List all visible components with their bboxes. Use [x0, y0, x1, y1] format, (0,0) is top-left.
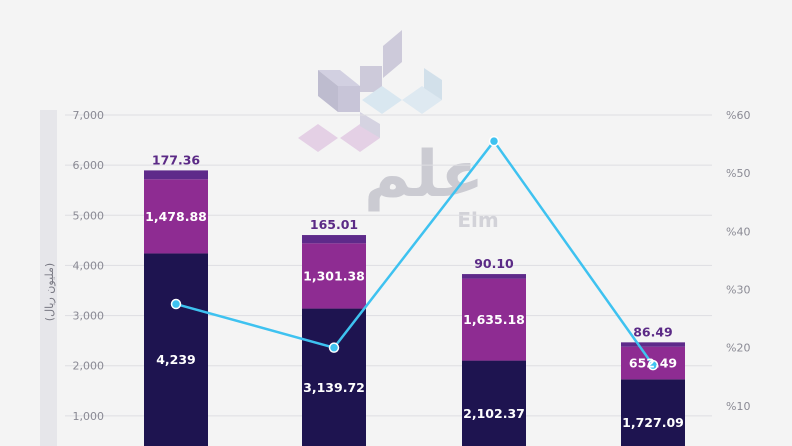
y-tick-label: 5,000 [73, 209, 105, 222]
y2-tick-label: %40 [726, 225, 750, 238]
line-point [647, 359, 659, 371]
bar-segment-label: 4,239 [156, 352, 196, 367]
bar-total-label: 165.01 [310, 217, 358, 232]
bar-segment [302, 308, 366, 446]
logo-latin-text: Elm [457, 208, 498, 232]
data-labels: 4,239 1,478.88 177.36 3,139.72 1,301.38 165.0… [145, 152, 684, 430]
y-axis-band [40, 110, 57, 446]
bar-total-label: 90.10 [474, 256, 514, 271]
bar-segment-label: 652.49 [629, 356, 677, 371]
line-point [328, 342, 340, 353]
bar-segment-label: 1,478.88 [145, 209, 207, 224]
bar-segment [462, 278, 526, 361]
bar-total-label: 177.36 [152, 152, 201, 167]
y2-axis-ticks: %10 %20 %30 %40 %50 %60 [726, 109, 750, 413]
y-tick-label: 6,000 [73, 159, 105, 172]
y-axis-label: (مليون ريال) [43, 263, 56, 321]
bar-segment-label: 2,102.37 [463, 406, 525, 421]
elm-logo: علم Elm [298, 30, 499, 232]
y-axis-ticks: 1,000 2,000 3,000 4,000 5,000 6,000 7,000 [73, 109, 105, 423]
y-tick-label: 2,000 [73, 360, 105, 373]
y2-tick-label: %10 [726, 400, 750, 413]
bar-segment [462, 274, 526, 279]
y-tick-label: 1,000 [73, 410, 105, 423]
y-tick-label: 4,000 [73, 259, 105, 272]
logo-arabic-text: علم [364, 138, 484, 212]
y2-tick-label: %20 [726, 342, 750, 355]
logo-cube-shapes [298, 30, 442, 152]
bar-segment-label: 1,727.09 [622, 415, 684, 430]
y-tick-label: 3,000 [73, 310, 105, 323]
y2-tick-label: %50 [726, 167, 750, 180]
bars [144, 170, 685, 446]
line-point [488, 135, 500, 147]
bar-segment [144, 253, 208, 446]
bar-segment [621, 379, 685, 446]
y-tick-label: 7,000 [73, 109, 105, 122]
bar-segment [144, 179, 208, 254]
line-point [170, 298, 182, 310]
y2-tick-label: %60 [726, 109, 750, 122]
bar-segment [621, 342, 685, 347]
percentage-line [170, 135, 659, 371]
y2-tick-label: %30 [726, 284, 750, 297]
bar-segment-label: 3,139.72 [303, 380, 365, 395]
bar-segment [302, 235, 366, 244]
bar-segment-label: 1,635.18 [463, 312, 525, 327]
line-path [175, 139, 655, 366]
bar-total-label: 86.49 [633, 324, 673, 339]
bar-segment [144, 170, 208, 180]
bar-segment [302, 243, 366, 309]
bar-segment-label: 1,301.38 [303, 268, 365, 283]
bar-segment [462, 360, 526, 446]
